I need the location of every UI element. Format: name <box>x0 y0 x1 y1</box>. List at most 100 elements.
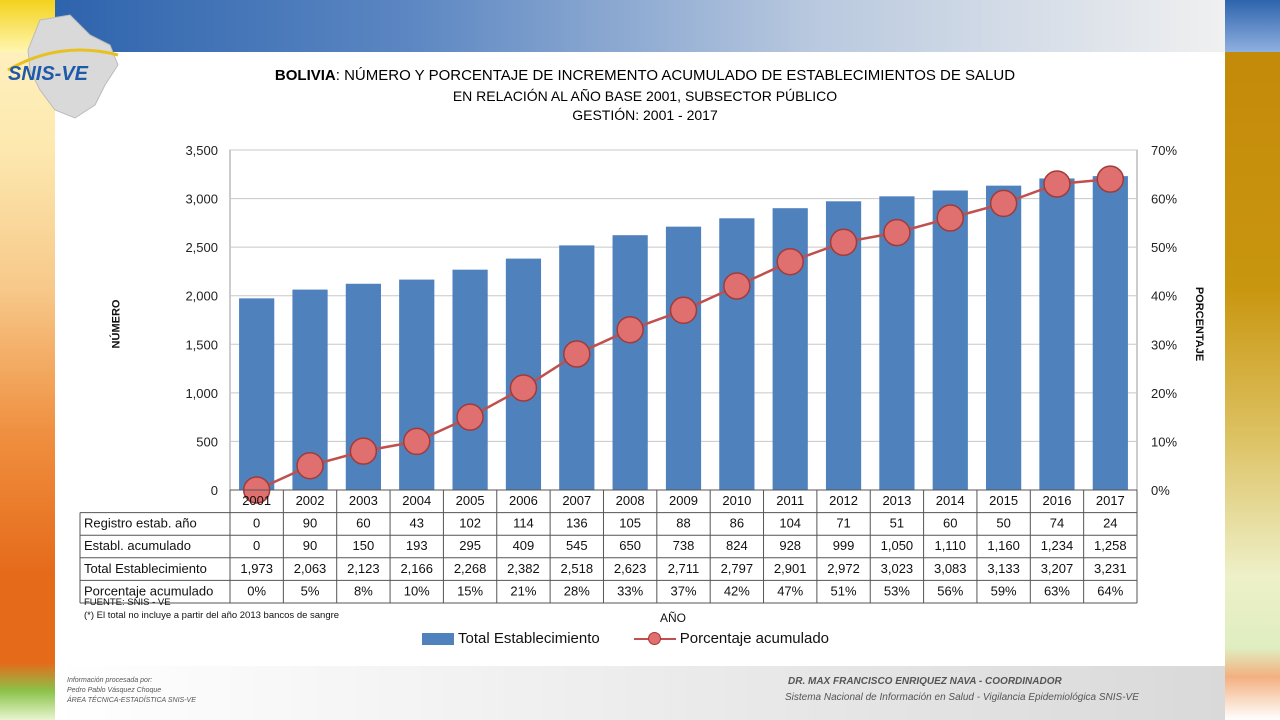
table-cell: 42% <box>724 583 750 598</box>
table-cell: 150 <box>353 538 375 553</box>
table-cell: 2,166 <box>400 561 433 576</box>
table-cell: 90 <box>303 516 317 531</box>
title-bold: BOLIVIA <box>274 67 336 84</box>
line-marker <box>349 437 378 465</box>
table-cell: 33% <box>617 583 643 598</box>
y2-tick-label: 50% <box>1151 240 1177 255</box>
legend-bar-swatch <box>422 632 454 645</box>
table-cell: 86 <box>730 516 744 531</box>
bar <box>719 218 755 490</box>
table-cell: 10% <box>404 583 430 598</box>
y2-tick-label: 40% <box>1151 289 1177 304</box>
table-cell: 3,207 <box>1041 561 1074 576</box>
table-cell: 60 <box>943 516 957 531</box>
bar <box>239 298 275 490</box>
table-cell: 1,050 <box>881 538 914 553</box>
table-cell: 295 <box>459 538 481 553</box>
x-tick-label: 2017 <box>1096 493 1125 508</box>
table-cell: 51 <box>890 516 904 531</box>
table-cell: 2,123 <box>347 561 380 576</box>
source-footnote: (*) El total no incluye a partir del año… <box>84 610 340 621</box>
table-cell: 56% <box>937 583 963 598</box>
y2-tick-label: 60% <box>1151 192 1177 207</box>
y-tick-label: 2,500 <box>185 240 218 255</box>
table-row-label: Establ. acumulado <box>84 538 191 553</box>
x-tick-label: 2007 <box>562 493 591 508</box>
table-cell: 104 <box>779 516 801 531</box>
line-marker <box>1096 165 1125 193</box>
x-tick-label: 2015 <box>989 493 1018 508</box>
y2-tick-label: 30% <box>1151 337 1177 352</box>
table-cell: 53% <box>884 583 910 598</box>
y-tick-label: 3,000 <box>185 192 218 207</box>
bar <box>452 269 488 490</box>
y-tick-label: 3,500 <box>185 143 218 158</box>
bar <box>932 190 968 490</box>
line-marker <box>456 403 484 431</box>
right-decorative-band <box>1225 0 1280 720</box>
table-cell: 1,973 <box>240 561 273 576</box>
snis-ve-logo: SNIS-VE <box>7 14 119 119</box>
x-tick-label: 2001 <box>242 493 271 508</box>
x-tick-label: 2016 <box>1043 493 1072 508</box>
table-cell: 21% <box>510 583 536 598</box>
x-tick-label: 2013 <box>882 493 911 508</box>
left-decorative-band <box>0 0 55 720</box>
y2-tick-label: 20% <box>1151 386 1177 401</box>
y-tick-label: 1,000 <box>185 386 218 401</box>
line-marker <box>509 374 538 402</box>
table-cell: 2,901 <box>774 561 807 576</box>
table-cell: 51% <box>831 583 857 598</box>
table-cell: 2,711 <box>668 561 700 576</box>
bar <box>665 226 702 490</box>
table-cell: 71 <box>836 516 850 531</box>
y2-tick-label: 10% <box>1151 434 1177 449</box>
table-cell: 105 <box>619 516 641 531</box>
table-cell: 37% <box>670 583 696 598</box>
table-cell: 2,623 <box>614 561 647 576</box>
footer-credits: Información procesada por: Pedro Pablo V… <box>67 676 196 706</box>
table-cell: 0 <box>253 516 260 531</box>
bar <box>986 185 1022 490</box>
title-rest: : NÚMERO Y PORCENTAJE DE INCREMENTO ACUM… <box>335 67 1016 84</box>
x-tick-label: 2011 <box>776 493 804 508</box>
y-tick-label: 2,000 <box>185 289 218 304</box>
x-tick-label: 2006 <box>509 493 538 508</box>
table-cell: 59% <box>991 583 1017 598</box>
table-cell: 409 <box>513 538 535 553</box>
table-cell: 928 <box>779 538 801 553</box>
table-cell: 650 <box>619 538 641 553</box>
table-cell: 1,258 <box>1094 538 1127 553</box>
table-cell: 24 <box>1103 516 1117 531</box>
table-row-label: Registro estab. año <box>84 516 197 531</box>
y-tick-label: 500 <box>196 434 218 449</box>
table-cell: 3,083 <box>934 561 967 576</box>
footer-system-name: Sistema Nacional de Información en Salud… <box>785 692 1139 703</box>
y2-tick-label: 70% <box>1151 143 1177 158</box>
line-marker <box>616 315 644 344</box>
legend-line-label: Porcentaje acumulado <box>679 630 830 647</box>
right-top-corner <box>1225 0 1280 52</box>
table-cell: 74 <box>1050 516 1064 531</box>
table-cell: 3,231 <box>1094 561 1127 576</box>
table-cell: 2,268 <box>454 561 487 576</box>
table-cell: 1,234 <box>1041 538 1074 553</box>
table-cell: 2,518 <box>561 561 594 576</box>
table-cell: 545 <box>566 538 588 553</box>
footer-coordinator: DR. MAX FRANCISCO ENRIQUEZ NAVA - COORDI… <box>788 676 1062 687</box>
logo-text: SNIS-VE <box>8 63 89 85</box>
table-row-label: Total Establecimiento <box>84 561 207 576</box>
y2-tick-label: 0% <box>1151 483 1170 498</box>
table-cell: 193 <box>406 538 428 553</box>
source-line: FUENTE: SNIS - VE <box>84 597 171 608</box>
table-cell: 15% <box>457 583 483 598</box>
table-cell: 43 <box>410 516 424 531</box>
line-marker <box>883 218 911 247</box>
table-cell: 64% <box>1097 583 1123 598</box>
footer-credit-2: Pedro Pablo Vásquez Choque <box>67 687 162 694</box>
table-cell: 8% <box>354 583 373 598</box>
chart-title-line3: GESTIÓN: 2001 - 2017 <box>572 107 718 123</box>
bar <box>1092 176 1128 491</box>
x-tick-label: 2008 <box>616 493 645 508</box>
